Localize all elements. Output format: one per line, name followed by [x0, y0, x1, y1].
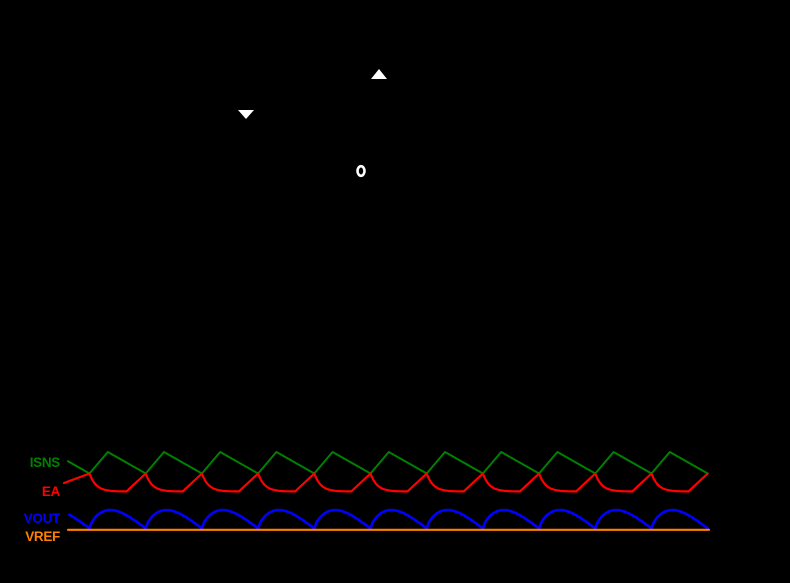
waveform-label-ea: EA: [41, 484, 60, 499]
waveform-isns: [67, 451, 709, 475]
triangle-up-icon: [371, 69, 387, 79]
triangle-down-icon: [238, 110, 254, 119]
waveform-vout: [68, 508, 709, 530]
waveform-label-isns: ISNS: [29, 455, 61, 470]
waveform-label-vout: VOUT: [23, 511, 61, 526]
waveform-ea: [62, 472, 709, 493]
node-circle-icon: [356, 164, 366, 178]
waveform-label-vref: VREF: [25, 529, 60, 544]
